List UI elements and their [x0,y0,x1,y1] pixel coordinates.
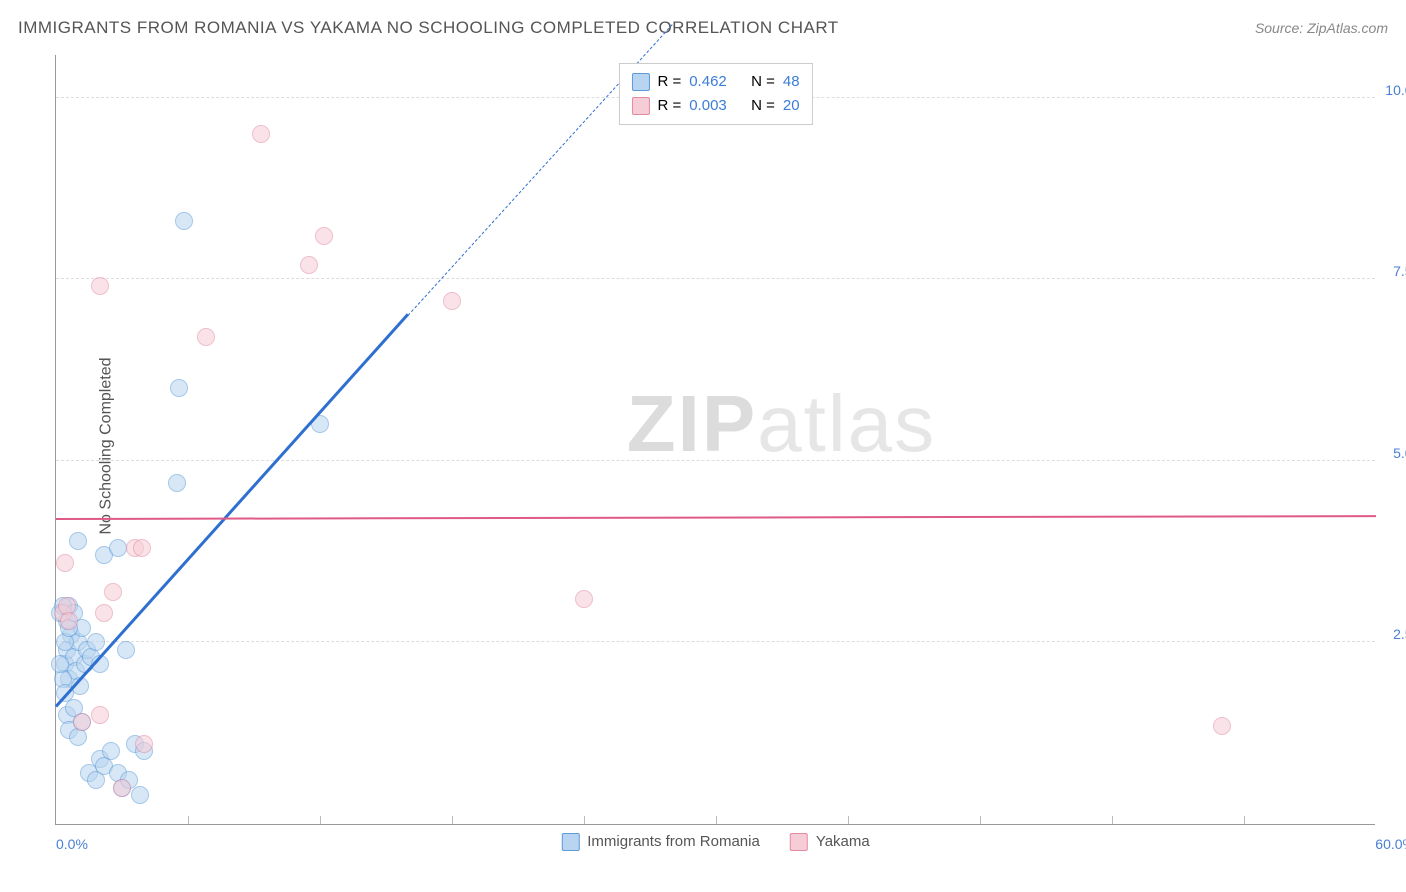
data-point [443,292,461,310]
chart-title: IMMIGRANTS FROM ROMANIA VS YAKAMA NO SCH… [18,18,839,38]
data-point [87,633,105,651]
data-point [168,474,186,492]
series-legend: Immigrants from Romania Yakama [561,830,869,854]
gridline-h [56,278,1375,279]
y-tick-label: 7.5% [1380,263,1406,279]
r-value-0: 0.462 [689,70,727,94]
trend-line [55,313,409,707]
x-tick-mark [320,816,321,824]
data-point [197,328,215,346]
series-name-1: Yakama [816,830,870,854]
legend-bottom-0: Immigrants from Romania [561,830,760,854]
x-axis-max: 60.0% [1375,836,1406,852]
r-value-1: 0.003 [689,94,727,118]
data-point [117,641,135,659]
legend-bottom-1: Yakama [790,830,870,854]
data-point [133,539,151,557]
data-point [135,735,153,753]
x-tick-mark [1244,816,1245,824]
n-value-1: 20 [783,94,800,118]
trend-line [56,515,1376,520]
x-tick-mark [584,816,585,824]
swatch-bottom-0 [561,833,579,851]
data-point [1213,717,1231,735]
y-tick-label: 10.0% [1380,82,1406,98]
y-tick-label: 5.0% [1380,445,1406,461]
data-point [170,379,188,397]
x-tick-mark [716,816,717,824]
data-point [56,554,74,572]
data-point [104,583,122,601]
n-value-0: 48 [783,70,800,94]
data-point [315,227,333,245]
legend-row-series-0: R = 0.462 N = 48 [631,70,799,94]
n-label: N = [751,70,775,94]
r-label: R = [657,70,681,94]
legend-row-series-1: R = 0.003 N = 20 [631,94,799,118]
data-point [69,532,87,550]
swatch-bottom-1 [790,833,808,851]
y-tick-label: 2.5% [1380,626,1406,642]
x-tick-mark [188,816,189,824]
data-point [73,713,91,731]
gridline-h [56,641,1375,642]
watermark-atlas: atlas [757,379,936,468]
data-point [131,786,149,804]
data-point [175,212,193,230]
n-label: N = [751,94,775,118]
swatch-series-0 [631,73,649,91]
series-name-0: Immigrants from Romania [587,830,760,854]
source-label: Source: ZipAtlas.com [1255,20,1388,36]
data-point [91,277,109,295]
x-tick-mark [452,816,453,824]
x-axis-min: 0.0% [56,836,88,852]
data-point [252,125,270,143]
data-point [102,742,120,760]
data-point [60,612,78,630]
watermark: ZIPatlas [627,378,936,470]
data-point [109,539,127,557]
swatch-series-1 [631,97,649,115]
watermark-zip: ZIP [627,379,757,468]
x-tick-mark [1112,816,1113,824]
scatter-plot: ZIPatlas R = 0.462 N = 48 R = 0.003 N = … [55,55,1375,825]
x-tick-mark [980,816,981,824]
x-tick-mark [848,816,849,824]
data-point [95,604,113,622]
data-point [113,779,131,797]
data-point [51,655,69,673]
data-point [91,706,109,724]
data-point [575,590,593,608]
title-bar: IMMIGRANTS FROM ROMANIA VS YAKAMA NO SCH… [18,18,1388,38]
r-label: R = [657,94,681,118]
gridline-h [56,460,1375,461]
correlation-legend: R = 0.462 N = 48 R = 0.003 N = 20 [618,63,812,125]
data-point [300,256,318,274]
